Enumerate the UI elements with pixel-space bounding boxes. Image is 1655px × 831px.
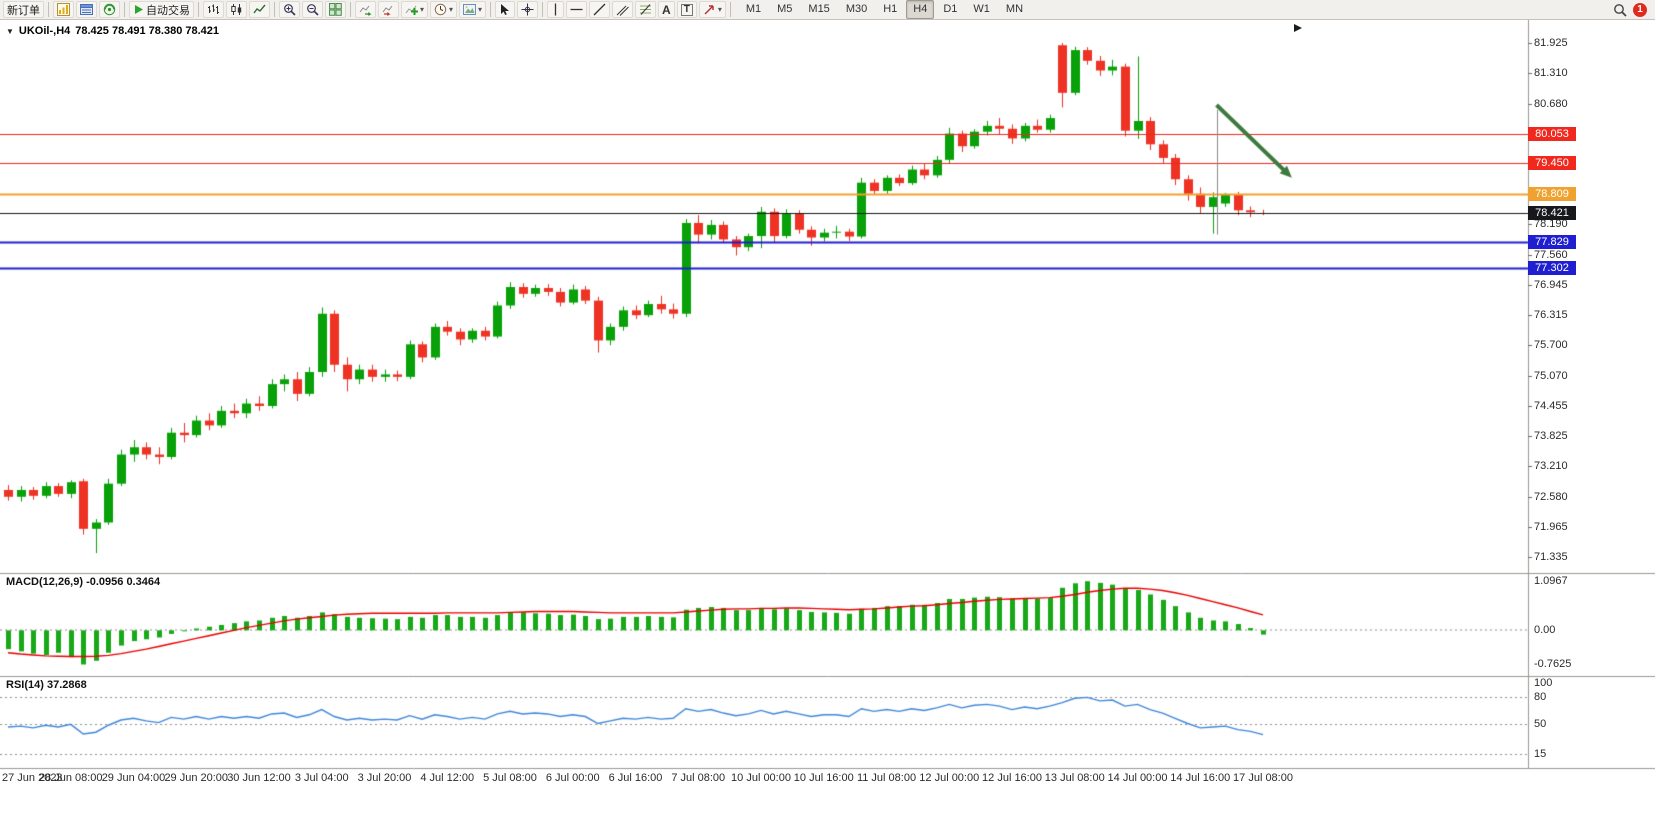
clock-icon — [434, 3, 447, 16]
symbol-info: ▼ UKOil-,H4 78.425 78.491 78.380 78.421 — [6, 25, 219, 37]
chevron-down-icon: ▾ — [449, 4, 454, 14]
auto-trading-button[interactable]: 自动交易 — [129, 1, 194, 18]
zoom-out-button[interactable] — [302, 1, 323, 18]
separator — [124, 2, 125, 17]
new-order-button[interactable]: 新订单 — [3, 1, 44, 18]
separator — [198, 2, 199, 17]
auto-scroll-button[interactable] — [355, 1, 376, 18]
symbol-search-button[interactable] — [1610, 1, 1630, 18]
crosshair-button[interactable] — [517, 1, 539, 18]
timeframe-m5[interactable]: M5 — [777, 3, 793, 15]
search-icon — [1614, 3, 1627, 17]
vertical-line-button[interactable] — [547, 1, 565, 18]
symbol-title: UKOil-,H4 — [18, 25, 71, 37]
channel-icon — [616, 5, 629, 16]
profiles-icon — [80, 4, 93, 15]
profiles-button[interactable] — [76, 1, 97, 18]
tile-windows-icon — [329, 3, 342, 16]
new-chart-button[interactable] — [53, 1, 74, 18]
line-chart-button[interactable] — [249, 1, 270, 18]
symbol-marker-icon: ▼ — [6, 26, 14, 36]
timeframe-w1[interactable]: W1 — [973, 3, 990, 15]
rsi-label: RSI(14) 37.2868 — [6, 679, 87, 691]
separator — [274, 2, 275, 17]
price-level-tag[interactable]: 80.053 — [1528, 126, 1576, 141]
trendline-button[interactable] — [589, 1, 611, 18]
tile-windows-button[interactable] — [325, 1, 346, 18]
arrow-tool-icon — [704, 5, 714, 15]
separator — [542, 2, 544, 17]
cursor-button[interactable] — [495, 1, 516, 18]
macd-label: MACD(12,26,9) -0.0956 0.3464 — [6, 576, 161, 588]
bar-chart-button[interactable] — [203, 1, 224, 18]
auto-scroll-icon — [359, 5, 372, 16]
periods-button[interactable]: ▾ — [430, 1, 458, 18]
market-watch-icon — [103, 3, 116, 16]
price-level-tag[interactable]: 78.809 — [1528, 187, 1576, 202]
timeframe-h4[interactable]: H4 — [906, 0, 935, 19]
current-price-tag[interactable]: 78.421 — [1528, 206, 1576, 221]
timeframe-m1[interactable]: M1 — [745, 3, 762, 15]
price-chart-canvas[interactable] — [0, 20, 1655, 831]
new-order-label: 新订单 — [7, 4, 40, 17]
horizontal-line-icon — [570, 8, 583, 11]
separator — [48, 2, 49, 17]
price-level-tag[interactable]: 79.450 — [1528, 156, 1576, 171]
separator — [490, 2, 492, 17]
chart-shift-marker[interactable] — [1294, 24, 1302, 32]
play-icon — [135, 5, 143, 14]
text-label-button[interactable]: T — [676, 1, 697, 18]
fibonacci-icon — [640, 4, 652, 15]
arrows-button[interactable]: ▾ — [698, 1, 726, 18]
text-tool-label: A — [662, 2, 671, 17]
chevron-down-icon: ▾ — [478, 4, 483, 14]
auto-trading-label: 自动交易 — [146, 4, 190, 17]
timeframe-m15[interactable]: M15 — [808, 3, 830, 15]
indicators-plus-icon — [405, 5, 418, 15]
chart-shift-icon — [382, 5, 393, 16]
cursor-icon — [501, 4, 510, 15]
chevron-down-icon: ▾ — [420, 4, 425, 14]
line-chart-icon — [253, 4, 266, 14]
chevron-down-icon: ▾ — [717, 4, 722, 14]
timeframe-mn[interactable]: MN — [1005, 3, 1024, 15]
chart-stack-icon — [57, 3, 70, 16]
template-icon — [463, 4, 477, 15]
templates-button[interactable]: ▾ — [459, 1, 487, 18]
zoom-in-icon — [284, 4, 296, 16]
fibonacci-button[interactable] — [635, 1, 657, 18]
candlestick-chart-button[interactable] — [226, 1, 247, 18]
separator — [350, 2, 351, 17]
symbol-ohlc: 78.425 78.491 78.380 78.421 — [75, 25, 220, 37]
zoom-in-button[interactable] — [279, 1, 300, 18]
horizontal-line-button[interactable] — [566, 1, 588, 18]
timeframe-d1[interactable]: D1 — [943, 3, 958, 15]
vertical-line-icon — [554, 3, 557, 16]
crosshair-icon — [521, 3, 534, 16]
price-level-tag[interactable]: 77.829 — [1528, 234, 1576, 249]
timeframe-h1[interactable]: H1 — [883, 3, 898, 15]
zoom-out-icon — [307, 4, 319, 16]
timeframe-m30[interactable]: M30 — [845, 3, 868, 15]
chart-shift-button[interactable] — [378, 1, 399, 18]
price-level-tag[interactable]: 77.302 — [1528, 260, 1576, 275]
indicators-button[interactable]: ▾ — [401, 1, 429, 18]
bar-chart-icon — [208, 4, 219, 14]
text-button[interactable]: A — [658, 1, 675, 18]
timeframe-group: M1 M5 M15 M30 H1 H4 D1 W1 MN — [738, 0, 1031, 19]
notification-badge[interactable]: 1 — [1633, 2, 1647, 17]
trendline-icon — [593, 3, 606, 16]
text-label-tool-label: T — [680, 3, 693, 16]
market-watch-button[interactable] — [99, 1, 120, 18]
candlestick-icon — [231, 4, 242, 15]
separator — [729, 2, 731, 17]
toolbar: 新订单 自动交易 ▾ ▾ — [0, 0, 1655, 20]
equidistant-channel-button[interactable] — [612, 1, 634, 18]
